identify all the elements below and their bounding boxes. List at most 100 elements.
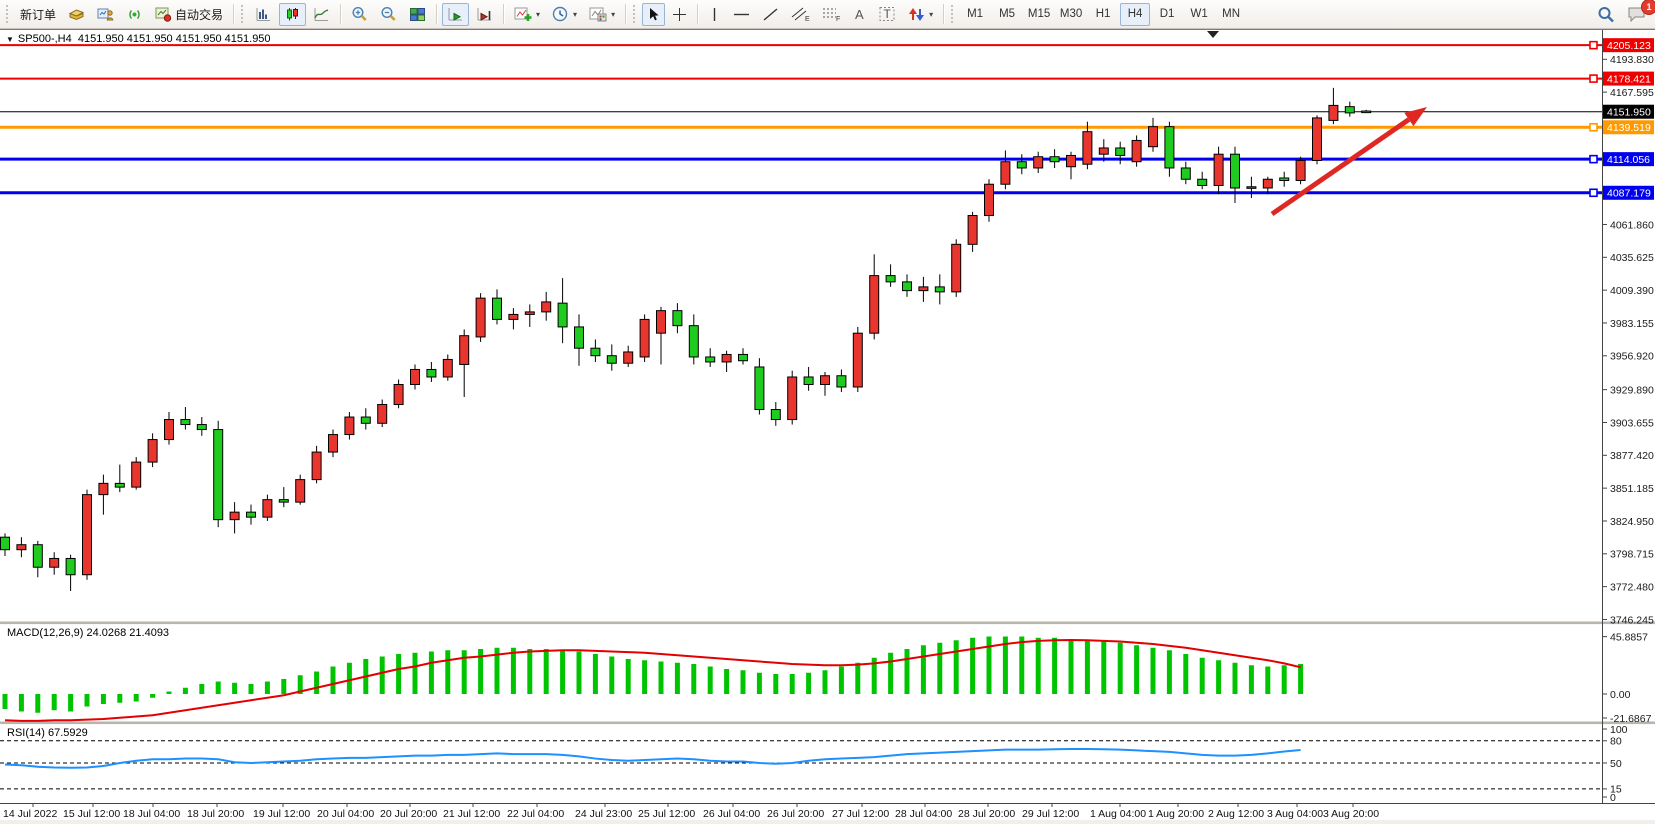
chart-shift-marker[interactable] (1207, 31, 1219, 38)
macd-panel-splitter[interactable] (0, 621, 1655, 625)
candle (213, 429, 224, 521)
data-window-button[interactable] (63, 3, 90, 26)
equidistant-channel-button[interactable]: E (786, 3, 815, 26)
toolbar-grip[interactable] (6, 5, 11, 23)
auto-trading-button[interactable]: 自动交易 (150, 3, 228, 26)
zoom-out-icon (381, 6, 396, 21)
timeframe-label: M15 (1027, 8, 1051, 20)
price-tick-label: 3929.890 (1610, 384, 1654, 396)
candle (984, 183, 994, 217)
candle (328, 434, 338, 453)
macd-indicator-label: MACD(12,26,9) 24.0268 21.4093 (7, 627, 170, 639)
chart-shift-button[interactable] (471, 3, 498, 26)
chart-title: ▼ SP500-,H4 4151.950 4151.950 4151.950 41… (6, 33, 271, 45)
candle (1213, 153, 1224, 186)
chart-menu-icon[interactable]: ▼ (6, 35, 14, 44)
price-tick-label: 4061.860 (1610, 219, 1654, 231)
notifications-button[interactable]: 1 (1622, 0, 1655, 26)
level-price-badge (1603, 71, 1654, 86)
level-marker[interactable] (1589, 74, 1598, 83)
price-badge-text: 4139.519 (1607, 122, 1651, 134)
macd-axis-label: 0.00 (1610, 689, 1631, 701)
templates-button[interactable]: ▾ (584, 3, 620, 26)
candle (410, 368, 420, 385)
timeframe-d1-button[interactable]: D1 (1152, 3, 1182, 26)
rsi-axis-label: 100 (1610, 724, 1628, 736)
chart-candles-button[interactable] (279, 2, 307, 26)
toolbar-grip[interactable] (241, 5, 246, 23)
text-label-button[interactable]: T (874, 3, 901, 26)
toolbar-separator (233, 4, 235, 24)
timeframe-m1-button[interactable]: M1 (960, 3, 990, 26)
candle (98, 482, 109, 496)
text-icon: A (855, 7, 864, 22)
level-marker[interactable] (1589, 122, 1598, 132)
timeframe-label: H1 (1095, 8, 1111, 20)
toolbar-separator (943, 4, 945, 24)
auto-scroll-button[interactable] (442, 2, 470, 26)
fibonacci-button[interactable]: F (817, 3, 846, 26)
timeframe-h4-button[interactable]: H4 (1120, 2, 1151, 26)
level-marker[interactable] (1589, 154, 1598, 164)
tile-windows-button[interactable] (404, 3, 431, 26)
timeframe-h1-button[interactable]: H1 (1088, 3, 1118, 26)
candle (770, 409, 781, 421)
timeframe-label: D1 (1159, 8, 1175, 20)
trend-arrow-head[interactable] (1404, 107, 1427, 127)
candle (278, 499, 289, 503)
toolbar-grip[interactable] (633, 5, 638, 23)
periods-button[interactable]: ▾ (547, 3, 582, 26)
chart-symbol-period: SP500-,H4 (17, 33, 72, 45)
level-marker[interactable] (1589, 188, 1598, 198)
rsi-indicator-label: RSI(14) 67.5929 (7, 727, 88, 739)
new-order-button[interactable]: 新订单 (15, 3, 61, 26)
navigator-button[interactable] (92, 3, 119, 26)
chart-line-button[interactable] (308, 3, 335, 26)
candle (836, 375, 847, 388)
candle (442, 358, 453, 378)
trend-arrow-line[interactable] (1270, 117, 1411, 217)
timeframe-w1-button[interactable]: W1 (1184, 3, 1214, 26)
arrows-button[interactable]: ▾ (903, 3, 938, 26)
cursor-button[interactable] (642, 2, 666, 26)
toolbar-grip[interactable] (951, 5, 956, 23)
auto-trading-label: 自动交易 (175, 7, 224, 22)
price-tick-label: 3798.715 (1610, 549, 1654, 561)
search-button[interactable] (1592, 3, 1620, 26)
timeframe-m15-button[interactable]: M15 (1024, 3, 1054, 26)
trendline-button[interactable] (757, 3, 784, 26)
text-button[interactable]: A (848, 3, 872, 26)
window-bottom-strip (0, 820, 1655, 824)
candle (1312, 117, 1322, 161)
candle (951, 243, 962, 293)
candle (246, 511, 256, 518)
candle (803, 376, 814, 385)
rsi-axis-label: 50 (1610, 758, 1622, 770)
terminal-button[interactable] (121, 3, 148, 26)
crosshair-button[interactable] (667, 3, 692, 26)
candle (1246, 186, 1257, 189)
vertical-line-button[interactable] (703, 3, 726, 26)
level-marker[interactable] (1589, 40, 1598, 50)
level-price-badge (1603, 185, 1654, 200)
zoom-in-icon (352, 6, 367, 21)
search-icon (1598, 6, 1614, 22)
timeframe-mn-button[interactable]: MN (1216, 3, 1246, 26)
zoom-out-button[interactable] (375, 3, 402, 26)
candle (541, 301, 552, 313)
zoom-in-button[interactable] (346, 3, 373, 26)
monitor-person-icon (97, 8, 114, 20)
timeframe-m5-button[interactable]: M5 (992, 3, 1022, 26)
candle (262, 499, 273, 518)
horizontal-line-button[interactable] (728, 3, 755, 26)
indicators-button[interactable]: ▾ (509, 3, 545, 26)
timeframe-m30-button[interactable]: M30 (1056, 3, 1086, 26)
fibonacci-icon: F (823, 8, 840, 22)
candle (344, 416, 355, 436)
time-label: 25 Jul 12:00 (638, 808, 695, 820)
rsi-panel-splitter[interactable] (0, 721, 1655, 725)
candle (574, 326, 584, 349)
chart-bars-button[interactable] (250, 3, 277, 26)
